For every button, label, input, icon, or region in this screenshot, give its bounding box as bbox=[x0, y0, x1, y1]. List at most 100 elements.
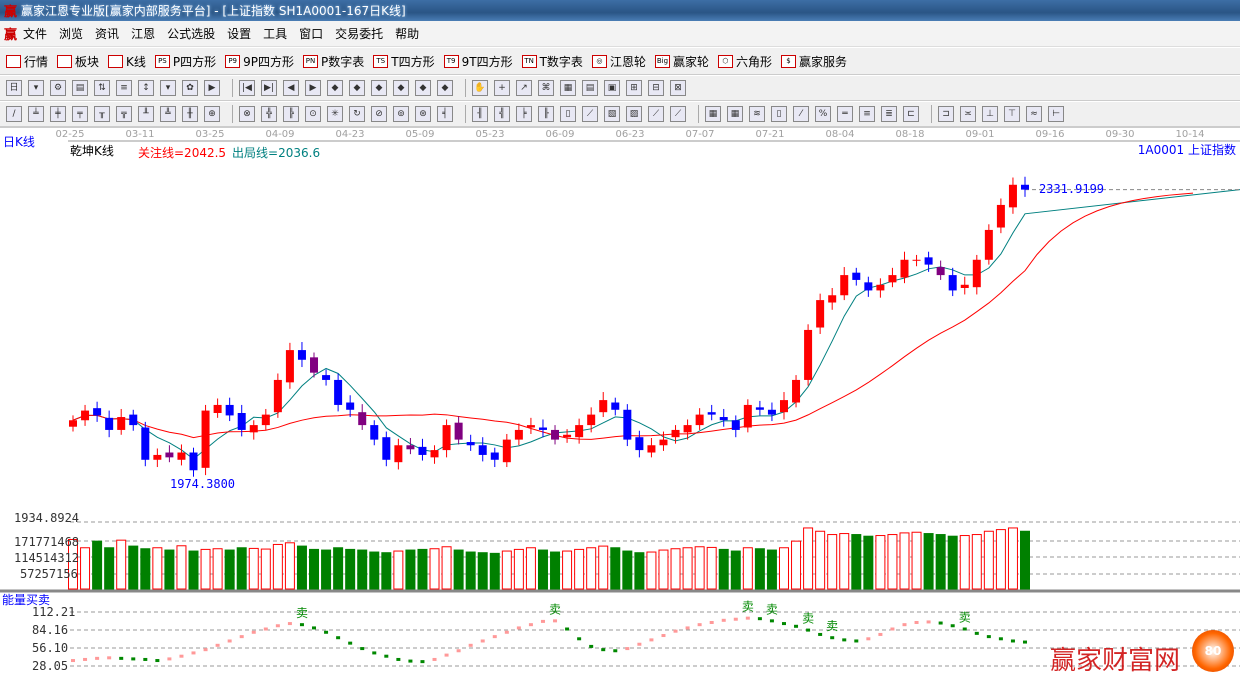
tool-icon[interactable]: ◆ bbox=[437, 80, 453, 96]
tool-icon[interactable]: ⊕ bbox=[204, 106, 220, 122]
toolbar-button-candles[interactable]: K线 bbox=[108, 53, 146, 70]
toolbar-button-grid[interactable]: 行情 bbox=[6, 53, 48, 70]
tool-icon[interactable]: ⊟ bbox=[648, 80, 664, 96]
tool-icon[interactable]: ≡ bbox=[859, 106, 875, 122]
toolbar-button-p9[interactable]: P9 9P四方形 bbox=[225, 53, 294, 70]
tool-icon[interactable]: ≣ bbox=[881, 106, 897, 122]
tool-icon[interactable]: ▶| bbox=[261, 80, 277, 96]
tool-icon[interactable]: ≍ bbox=[960, 106, 976, 122]
tool-icon[interactable]: ⚙ bbox=[50, 80, 66, 96]
tool-icon[interactable]: ⊙ bbox=[305, 106, 321, 122]
tool-icon[interactable]: ╪ bbox=[50, 106, 66, 122]
tool-icon[interactable]: ◆ bbox=[415, 80, 431, 96]
tool-icon[interactable]: ⊘ bbox=[371, 106, 387, 122]
tool-icon[interactable]: ⊤ bbox=[1004, 106, 1020, 122]
menu-tools[interactable]: 工具 bbox=[263, 27, 288, 41]
tool-icon[interactable]: ◀ bbox=[283, 80, 299, 96]
tool-icon[interactable]: ╣ bbox=[494, 106, 510, 122]
tool-icon[interactable]: ╡ bbox=[437, 106, 453, 122]
toolbar-button-pn[interactable]: PN P数字表 bbox=[303, 53, 364, 70]
tool-icon[interactable]: ╨ bbox=[138, 106, 154, 122]
menu-help[interactable]: 帮助 bbox=[395, 27, 420, 41]
tool-icon[interactable]: ⊚ bbox=[393, 106, 409, 122]
toolbar-button-hexagon[interactable]: ⬡ 六角形 bbox=[717, 53, 772, 70]
menu-logo[interactable]: 赢 bbox=[4, 28, 18, 43]
tool-icon[interactable]: ⊗ bbox=[239, 106, 255, 122]
tool-icon[interactable]: ╢ bbox=[472, 106, 488, 122]
tool-icon[interactable]: ✳ bbox=[327, 106, 343, 122]
tool-icon[interactable]: ↗ bbox=[516, 80, 532, 96]
toolbar-button-tn[interactable]: TN T数字表 bbox=[521, 53, 583, 70]
toolbar-button-blocks[interactable]: 板块 bbox=[57, 53, 99, 70]
tool-icon[interactable]: ▤ bbox=[72, 80, 88, 96]
tool-icon[interactable]: ✋ bbox=[472, 80, 488, 96]
kline-chart[interactable]: 02-25 03-11 03-25 04-09 04-23 05-09 05-23 06-09… bbox=[0, 127, 1240, 681]
menu-formula[interactable]: 公式选股 bbox=[167, 27, 216, 41]
tool-icon[interactable]: ▾ bbox=[28, 80, 44, 96]
toolbar-button-big-wheel[interactable]: Big 赢家轮 bbox=[654, 53, 709, 70]
tool-icon[interactable]: ⊥ bbox=[982, 106, 998, 122]
tool-icon[interactable]: / bbox=[6, 106, 22, 122]
tool-icon[interactable]: ▾ bbox=[160, 80, 176, 96]
tool-icon[interactable]: ╞ bbox=[516, 106, 532, 122]
tool-icon[interactable]: ⇅ bbox=[94, 80, 110, 96]
tool-icon[interactable]: + bbox=[494, 80, 510, 96]
tool-icon[interactable]: ╥ bbox=[94, 106, 110, 122]
tool-icon[interactable]: ◆ bbox=[371, 80, 387, 96]
tool-icon[interactable]: ╠ bbox=[283, 106, 299, 122]
tool-icon[interactable]: ⟋ bbox=[582, 106, 598, 122]
tool-icon[interactable]: ▧ bbox=[604, 106, 620, 122]
tool-icon[interactable]: ╟ bbox=[538, 106, 554, 122]
tool-icon[interactable]: ▨ bbox=[626, 106, 642, 122]
tool-icon[interactable]: ▯ bbox=[560, 106, 576, 122]
tool-icon[interactable]: ╩ bbox=[160, 106, 176, 122]
tool-icon[interactable]: ≈ bbox=[1026, 106, 1042, 122]
tool-icon[interactable]: ⊐ bbox=[938, 106, 954, 122]
tool-icon[interactable]: ↕ bbox=[138, 80, 154, 96]
tool-icon[interactable]: ≋ bbox=[749, 106, 765, 122]
tool-icon[interactable]: ◆ bbox=[327, 80, 343, 96]
tool-icon[interactable]: ⊢ bbox=[1048, 106, 1064, 122]
tool-icon[interactable]: ⊠ bbox=[670, 80, 686, 96]
tool-icon[interactable]: ╦ bbox=[116, 106, 132, 122]
tool-icon[interactable]: ▦ bbox=[560, 80, 576, 96]
tool-icon[interactable]: ⟋ bbox=[670, 106, 686, 122]
tool-icon[interactable]: ⊏ bbox=[903, 106, 919, 122]
tool-icon[interactable]: ⟋ bbox=[648, 106, 664, 122]
tool-icon[interactable]: ▯ bbox=[771, 106, 787, 122]
menu-browse[interactable]: 浏览 bbox=[59, 27, 84, 41]
tool-icon[interactable]: ╤ bbox=[72, 106, 88, 122]
tool-icon[interactable]: ⊛ bbox=[415, 106, 431, 122]
tool-icon[interactable]: ▤ bbox=[582, 80, 598, 96]
toolbar-button-ts[interactable]: TS T四方形 bbox=[373, 53, 435, 70]
toolbar-button-t9[interactable]: T9 9T四方形 bbox=[443, 53, 513, 70]
tool-icon[interactable]: 日 bbox=[6, 80, 22, 96]
menu-settings[interactable]: 设置 bbox=[227, 27, 252, 41]
menu-window[interactable]: 窗口 bbox=[299, 27, 324, 41]
menu-news[interactable]: 资讯 bbox=[95, 27, 120, 41]
tool-icon[interactable]: ▦ bbox=[727, 106, 743, 122]
menu-gann[interactable]: 江恩 bbox=[131, 27, 156, 41]
tool-icon[interactable]: ▦ bbox=[705, 106, 721, 122]
tool-icon[interactable]: ≡ bbox=[116, 80, 132, 96]
tool-icon[interactable]: ╬ bbox=[261, 106, 277, 122]
tool-icon[interactable]: ⌘ bbox=[538, 80, 554, 96]
tool-icon[interactable]: ▶ bbox=[305, 80, 321, 96]
tool-icon[interactable]: ╧ bbox=[28, 106, 44, 122]
tool-icon[interactable]: |◀ bbox=[239, 80, 255, 96]
tool-icon[interactable]: ◆ bbox=[393, 80, 409, 96]
tool-icon[interactable]: % bbox=[815, 106, 831, 122]
tool-icon[interactable]: ⁄ bbox=[793, 106, 809, 122]
tool-icon[interactable]: ▶ bbox=[204, 80, 220, 96]
menu-trade[interactable]: 交易委托 bbox=[335, 27, 384, 41]
tool-icon[interactable]: ╫ bbox=[182, 106, 198, 122]
toolbar-button-gann-wheel[interactable]: ◎ 江恩轮 bbox=[591, 53, 646, 70]
tool-icon[interactable]: ↻ bbox=[349, 106, 365, 122]
tool-icon[interactable]: ▣ bbox=[604, 80, 620, 96]
tool-icon[interactable]: ✿ bbox=[182, 80, 198, 96]
menu-file[interactable]: 文件 bbox=[23, 27, 48, 41]
tool-icon[interactable]: ◆ bbox=[349, 80, 365, 96]
toolbar-button-dollar[interactable]: $ 赢家服务 bbox=[780, 53, 847, 70]
toolbar-button-ps[interactable]: PS P四方形 bbox=[154, 53, 216, 70]
tool-icon[interactable]: ⊞ bbox=[626, 80, 642, 96]
